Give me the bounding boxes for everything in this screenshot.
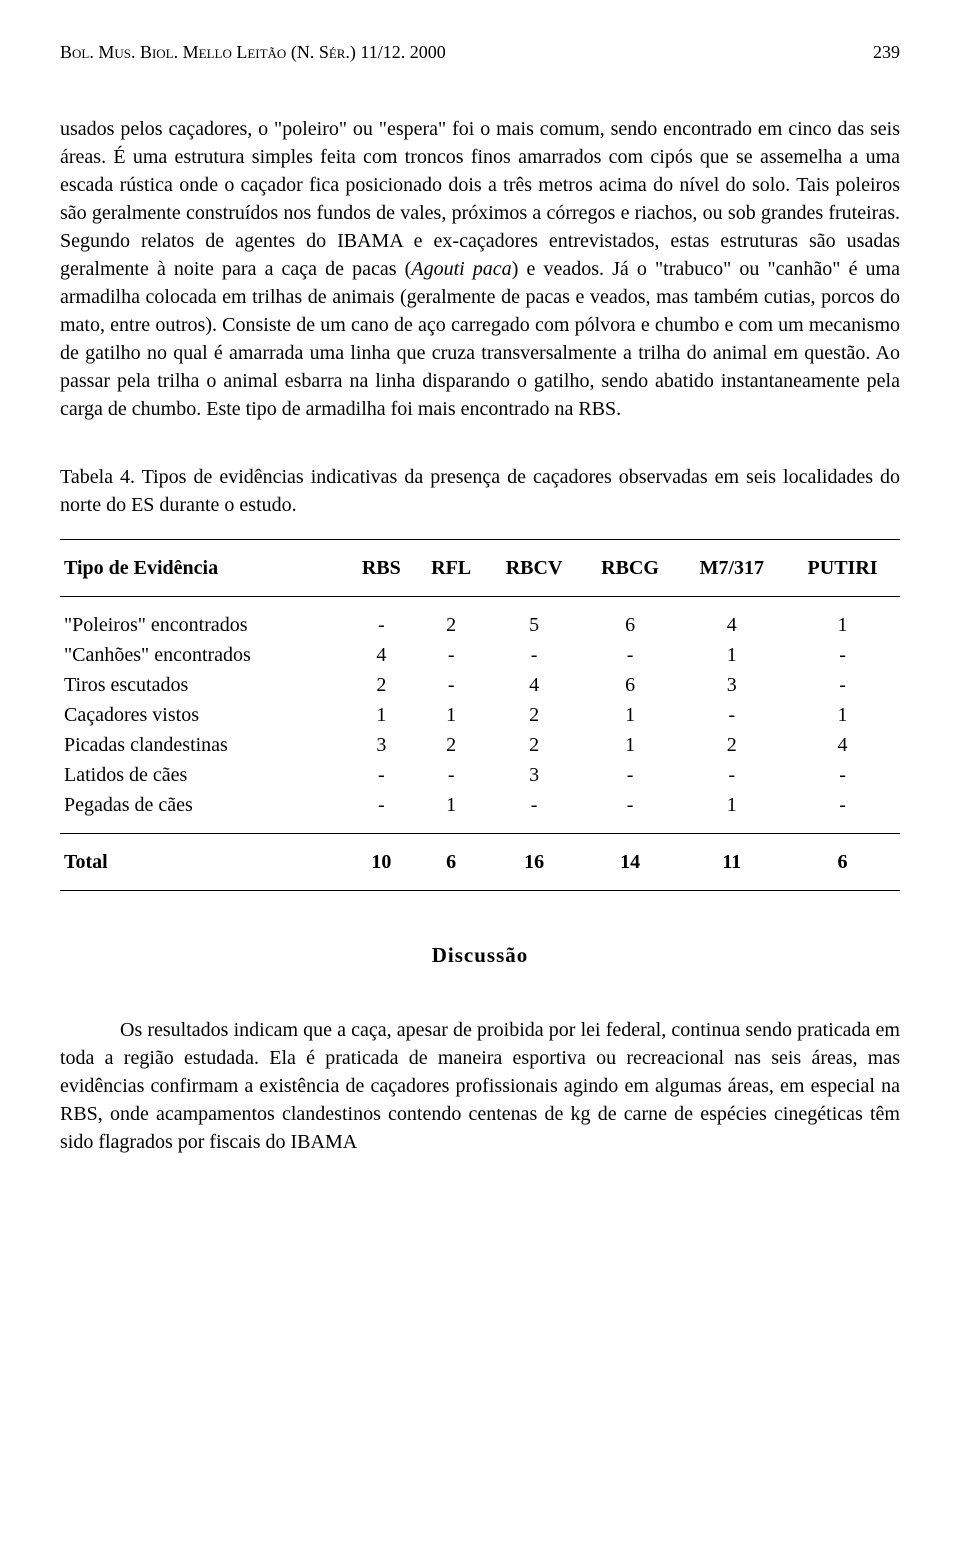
body-text-part-2: ) e veados. Já o "trabuco" ou "canhão" é… — [60, 258, 900, 420]
total-cell: 16 — [486, 834, 581, 891]
main-paragraph: usados pelos caçadores, o "poleiro" ou "… — [60, 115, 900, 423]
table-cell: Caçadores vistos — [60, 700, 347, 730]
table-cell: 1 — [582, 730, 679, 760]
table-cell: 2 — [416, 730, 487, 760]
total-cell: 11 — [679, 834, 786, 891]
table-cell: - — [679, 700, 786, 730]
table-cell: "Canhões" encontrados — [60, 640, 347, 670]
table-cell: Picadas clandestinas — [60, 730, 347, 760]
page-number: 239 — [873, 40, 900, 65]
table-cell: - — [416, 670, 487, 700]
table-cell: - — [582, 790, 679, 834]
table-cell: 2 — [486, 730, 581, 760]
table-cell: 2 — [347, 670, 416, 700]
table-caption: Tabela 4. Tipos de evidências indicativa… — [60, 463, 900, 519]
table-cell: 6 — [582, 670, 679, 700]
table-cell: - — [785, 790, 900, 834]
table-row: "Poleiros" encontrados-25641 — [60, 597, 900, 641]
table-cell: - — [347, 597, 416, 641]
section-heading: Discussão — [60, 941, 900, 970]
col-header: RFL — [416, 540, 487, 597]
table-cell: 1 — [785, 700, 900, 730]
table-row: "Canhões" encontrados4---1- — [60, 640, 900, 670]
table-cell: 3 — [347, 730, 416, 760]
table-row: Pegadas de cães-1--1- — [60, 790, 900, 834]
discussion-paragraph: Os resultados indicam que a caça, apesar… — [60, 1016, 900, 1156]
species-name-italic: Agouti paca — [411, 258, 511, 280]
table-cell: - — [416, 760, 487, 790]
table-cell: 1 — [416, 790, 487, 834]
table-row: Picadas clandestinas322124 — [60, 730, 900, 760]
total-cell: 6 — [416, 834, 487, 891]
page-header: Bol. Mus. Biol. Mello Leitão (N. Sér.) 1… — [60, 40, 900, 65]
evidence-table: Tipo de Evidência RBS RFL RBCV RBCG M7/3… — [60, 539, 900, 891]
table-row: Tiros escutados2-463- — [60, 670, 900, 700]
table-cell: Tiros escutados — [60, 670, 347, 700]
table-cell: - — [785, 670, 900, 700]
table-cell: - — [416, 640, 487, 670]
table-cell: - — [347, 790, 416, 834]
total-cell: 14 — [582, 834, 679, 891]
table-cell: - — [582, 760, 679, 790]
col-header: M7/317 — [679, 540, 786, 597]
table-cell: 3 — [486, 760, 581, 790]
table-cell: 4 — [785, 730, 900, 760]
table-cell: 2 — [486, 700, 581, 730]
table-cell: - — [785, 760, 900, 790]
table-cell: - — [347, 760, 416, 790]
total-cell: Total — [60, 834, 347, 891]
table-cell: 6 — [582, 597, 679, 641]
table-cell: 3 — [679, 670, 786, 700]
col-header: RBCG — [582, 540, 679, 597]
table-cell: Pegadas de cães — [60, 790, 347, 834]
table-cell: - — [785, 640, 900, 670]
table-row: Caçadores vistos1121-1 — [60, 700, 900, 730]
table-row: Latidos de cães--3--- — [60, 760, 900, 790]
table-cell: 2 — [679, 730, 786, 760]
col-header: RBS — [347, 540, 416, 597]
table-cell: - — [582, 640, 679, 670]
col-header: Tipo de Evidência — [60, 540, 347, 597]
table-cell: 1 — [785, 597, 900, 641]
table-cell: 4 — [679, 597, 786, 641]
table-total-row: Total 10 6 16 14 11 6 — [60, 834, 900, 891]
table-cell: "Poleiros" encontrados — [60, 597, 347, 641]
table-cell: 1 — [679, 790, 786, 834]
col-header: PUTIRI — [785, 540, 900, 597]
table-cell: - — [486, 790, 581, 834]
table-cell: 1 — [416, 700, 487, 730]
total-cell: 6 — [785, 834, 900, 891]
total-cell: 10 — [347, 834, 416, 891]
table-body: "Poleiros" encontrados-25641"Canhões" en… — [60, 597, 900, 834]
col-header: RBCV — [486, 540, 581, 597]
table-cell: - — [679, 760, 786, 790]
table-cell: 4 — [347, 640, 416, 670]
table-cell: 1 — [582, 700, 679, 730]
table-cell: Latidos de cães — [60, 760, 347, 790]
journal-title: Bol. Mus. Biol. Mello Leitão (N. Sér.) 1… — [60, 40, 446, 65]
table-cell: 5 — [486, 597, 581, 641]
table-cell: - — [486, 640, 581, 670]
table-header-row: Tipo de Evidência RBS RFL RBCV RBCG M7/3… — [60, 540, 900, 597]
table-cell: 1 — [679, 640, 786, 670]
table-cell: 4 — [486, 670, 581, 700]
table-cell: 2 — [416, 597, 487, 641]
table-cell: 1 — [347, 700, 416, 730]
body-text-part-1: usados pelos caçadores, o "poleiro" ou "… — [60, 118, 900, 280]
